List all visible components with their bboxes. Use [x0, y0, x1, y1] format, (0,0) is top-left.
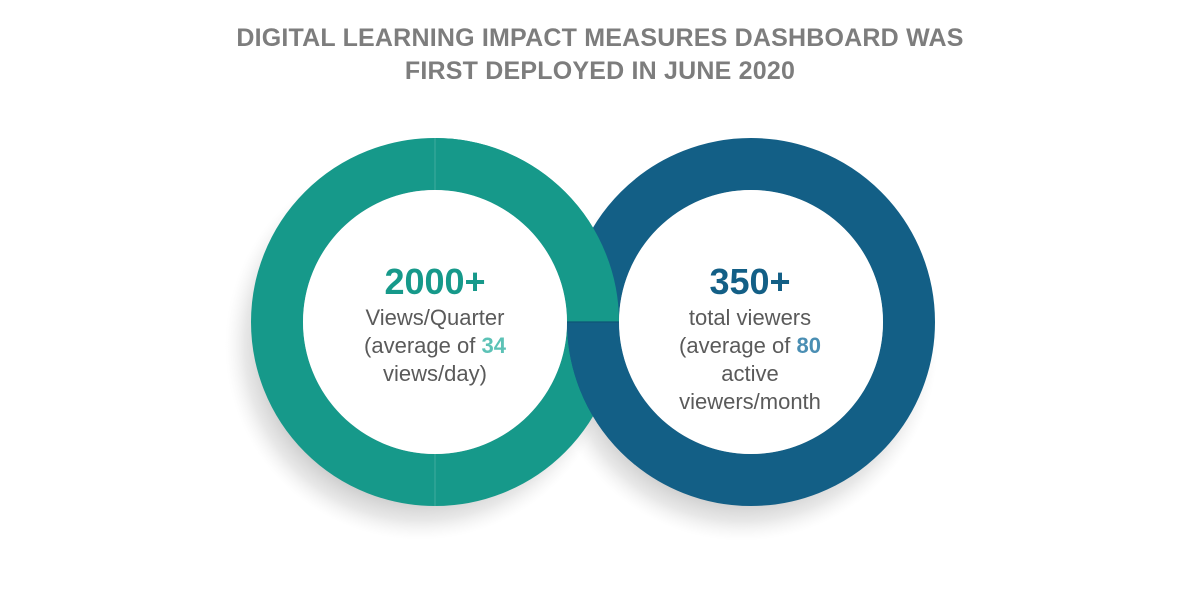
left-average-number: 34	[481, 333, 506, 358]
right-line-3: active	[721, 361, 779, 386]
left-line-2: (average of 34	[300, 332, 570, 360]
right-ring-text: 350+ total viewers (average of 80 active…	[625, 262, 875, 416]
title-line-2: FIRST DEPLOYED IN JUNE 2020	[404, 57, 796, 85]
right-line-4: viewers/month	[679, 389, 821, 414]
right-line-1: total viewers	[688, 305, 812, 330]
title-line-1: DIGITAL LEARNING IMPACT MEASURES DASHBOA…	[236, 24, 964, 52]
right-line-2: (average of 80	[625, 332, 875, 360]
right-headline: 350+	[709, 261, 791, 302]
right-average-number: 80	[796, 333, 821, 358]
right-ring-center	[619, 190, 883, 454]
right-line-2-prefix: (average of	[679, 333, 797, 358]
left-ring-center	[303, 190, 567, 454]
left-line-2-prefix: (average of	[364, 333, 482, 358]
left-headline: 2000+	[384, 261, 486, 302]
page-title: DIGITAL LEARNING IMPACT MEASURES DASHBOA…	[0, 22, 1200, 88]
left-line-3: views/day)	[383, 361, 487, 386]
left-ring-text: 2000+ Views/Quarter (average of 34 views…	[300, 262, 570, 388]
left-line-1: Views/Quarter	[365, 305, 505, 330]
